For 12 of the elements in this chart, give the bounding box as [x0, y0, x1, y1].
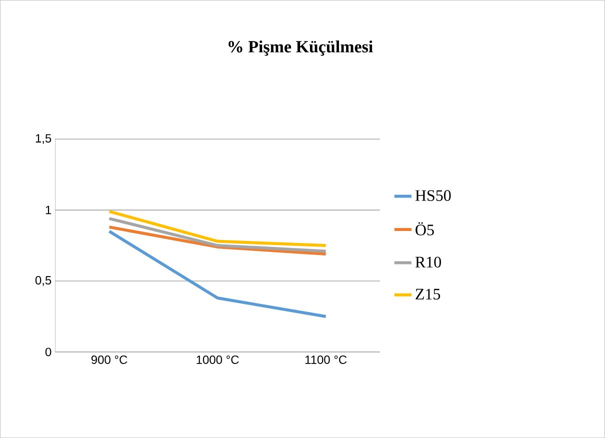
y-tick-label: 1,5: [36, 134, 52, 144]
x-tick-label: 1000 °C: [196, 355, 239, 364]
chart-title: % Pişme Küçülmesi: [228, 40, 373, 56]
x-tick-label: 1100 °C: [305, 355, 347, 364]
y-tick-label: 0,5: [35, 276, 52, 286]
x-tick-label: 900 °C: [91, 355, 128, 364]
legend-label: Z15: [416, 288, 440, 300]
y-tick-label: 1: [46, 206, 52, 214]
y-tick-label: 0: [45, 348, 52, 356]
legend-label: HS50: [415, 190, 451, 201]
legend-label: R10: [415, 256, 441, 268]
legend-label: Ö5: [416, 222, 434, 236]
